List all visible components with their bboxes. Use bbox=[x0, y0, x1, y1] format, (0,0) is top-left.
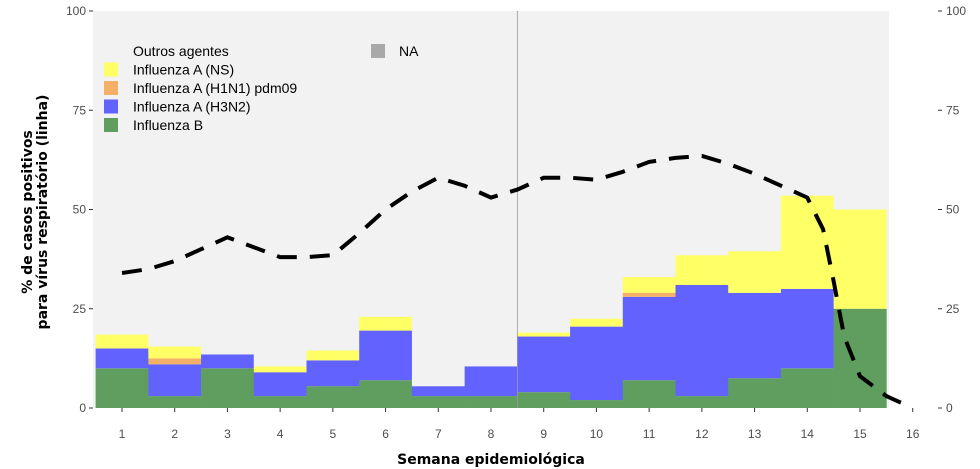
legend-label: Influenza A (H3N2) bbox=[133, 99, 251, 115]
y-axis-title-line1: % de casos positivos bbox=[20, 130, 36, 294]
x-tick-label: 8 bbox=[488, 427, 495, 441]
x-tick-label: 13 bbox=[748, 427, 762, 441]
bar-segment-influenza-a-h3n2--week-11 bbox=[622, 296, 676, 381]
legend-swatch bbox=[104, 81, 118, 95]
bar-segment-influenza-a-h3n2--week-6 bbox=[359, 330, 413, 381]
bar-segment-influenza-a-ns--week-5 bbox=[306, 350, 360, 361]
bar-segment-influenza-b-week-5 bbox=[306, 386, 360, 408]
x-tick-label: 11 bbox=[643, 427, 656, 441]
right-y-tick-label: 75 bbox=[946, 103, 960, 117]
x-tick-label: 14 bbox=[801, 427, 815, 441]
bar-segment-influenza-a-h3n2--week-3 bbox=[201, 354, 255, 369]
bar-segment-influenza-a-h3n2--week-8 bbox=[464, 366, 518, 397]
bar-segment-influenza-b-week-3 bbox=[201, 368, 255, 408]
legend-label: Influenza A (NS) bbox=[133, 62, 234, 78]
x-tick-label: 2 bbox=[171, 427, 178, 441]
x-tick-label: 10 bbox=[590, 427, 604, 441]
right-y-axis: 0 25 50 75 100 bbox=[938, 4, 966, 415]
legend-label-na: NA bbox=[399, 43, 419, 59]
bar-segment-outros-agentes-week-12 bbox=[675, 11, 729, 256]
bar-segment-influenza-a-ns--week-4 bbox=[253, 366, 307, 373]
x-tick-label: 15 bbox=[853, 427, 867, 441]
legend-label: Influenza B bbox=[133, 117, 203, 133]
legend-swatch bbox=[104, 99, 118, 114]
bar-segment-outros-agentes-week-15 bbox=[833, 11, 887, 210]
legend-swatch-na bbox=[371, 44, 385, 58]
bar-segment-influenza-b-week-2 bbox=[148, 396, 202, 408]
bar-segment-influenza-a-h3n2--week-10 bbox=[570, 326, 624, 401]
bar-segment-outros-agentes-week-10 bbox=[570, 11, 624, 319]
bar-segment-outros-agentes-week-11 bbox=[622, 11, 676, 277]
bar-segment-influenza-a-h1n1-pdm09-week-11 bbox=[622, 292, 676, 297]
x-tick-label: 1 bbox=[119, 427, 126, 441]
x-axis-title: Semana epidemiológica bbox=[397, 452, 585, 468]
x-tick-label: 16 bbox=[906, 427, 920, 441]
bar-segment-influenza-a-ns--week-6 bbox=[359, 316, 413, 331]
bar-segment-influenza-a-ns--week-15 bbox=[833, 209, 887, 309]
bar-segment-influenza-b-week-13 bbox=[728, 378, 782, 408]
bar-segment-influenza-a-ns--week-12 bbox=[675, 255, 729, 285]
bar-segment-influenza-a-h3n2--week-4 bbox=[253, 372, 307, 397]
bar-segment-influenza-a-ns--week-9 bbox=[517, 332, 571, 337]
bar-segment-influenza-b-week-1 bbox=[95, 368, 149, 408]
bar-segment-outros-agentes-week-8 bbox=[464, 11, 518, 367]
x-tick-label: 9 bbox=[540, 427, 547, 441]
bar-segment-influenza-a-h1n1-pdm09-week-2 bbox=[148, 358, 202, 365]
x-tick-label: 12 bbox=[695, 427, 709, 441]
bar-segment-influenza-b-week-12 bbox=[675, 396, 729, 408]
bar-segment-outros-agentes-week-14 bbox=[780, 11, 834, 196]
legend-label: Influenza A (H1N1) pdm09 bbox=[133, 80, 297, 96]
legend: Outros agentes Influenza A (NS) Influenza … bbox=[98, 37, 433, 147]
legend-swatch bbox=[104, 62, 118, 77]
right-y-tick-label: 100 bbox=[946, 4, 966, 18]
x-axis: 1 2 3 4 5 6 7 8 9 10 11 12 13 14 15 16 bbox=[119, 408, 920, 441]
right-y-tick-label: 25 bbox=[946, 302, 960, 316]
bar-segment-influenza-a-ns--week-14 bbox=[780, 195, 834, 289]
bar-segment-influenza-b-week-7 bbox=[411, 396, 465, 408]
x-tick-label: 3 bbox=[224, 427, 231, 441]
bar-segment-influenza-a-h3n2--week-12 bbox=[675, 284, 729, 397]
left-y-tick-label: 25 bbox=[73, 302, 87, 316]
bar-segment-influenza-b-week-11 bbox=[622, 380, 676, 408]
bar-segment-influenza-a-h3n2--week-7 bbox=[411, 386, 465, 397]
legend-swatch bbox=[104, 118, 118, 132]
legend-swatch bbox=[104, 44, 118, 58]
bar-segment-influenza-a-ns--week-11 bbox=[622, 276, 676, 293]
left-y-axis: 0 25 50 75 100 bbox=[66, 4, 93, 415]
bar-segment-influenza-b-week-10 bbox=[570, 400, 624, 408]
right-y-tick-label: 0 bbox=[946, 401, 953, 415]
bar-segment-influenza-b-week-8 bbox=[464, 396, 518, 408]
bar-segment-influenza-a-ns--week-10 bbox=[570, 318, 624, 327]
legend-label: Outros agentes bbox=[133, 43, 229, 59]
x-tick-label: 5 bbox=[330, 427, 337, 441]
y-axis-title: % de casos positivos para vírus respirat… bbox=[20, 95, 51, 330]
y-axis-title-line2: para vírus respiratório (linha) bbox=[35, 95, 51, 330]
right-y-tick-label: 50 bbox=[946, 203, 960, 217]
bar-segment-influenza-b-week-4 bbox=[253, 396, 307, 408]
bar-segment-influenza-a-h3n2--week-14 bbox=[780, 288, 834, 369]
x-tick-label: 6 bbox=[382, 427, 389, 441]
bar-segment-influenza-a-h3n2--week-5 bbox=[306, 360, 360, 387]
bar-segment-influenza-a-h3n2--week-2 bbox=[148, 364, 202, 397]
positive-cases-dashed-line bbox=[121, 153, 914, 410]
left-y-tick-label: 75 bbox=[73, 103, 87, 117]
bar-segment-influenza-b-week-14 bbox=[780, 368, 834, 408]
x-tick-label: 4 bbox=[277, 427, 284, 441]
bar-segment-outros-agentes-week-13 bbox=[728, 11, 782, 252]
bar-segment-influenza-a-h3n2--week-9 bbox=[517, 336, 571, 393]
bar-segment-outros-agentes-week-9 bbox=[517, 11, 571, 333]
left-y-tick-label: 50 bbox=[73, 203, 87, 217]
bar-segment-influenza-b-week-9 bbox=[517, 392, 571, 408]
left-y-tick-label: 0 bbox=[79, 401, 86, 415]
left-y-tick-label: 100 bbox=[66, 4, 86, 18]
bar-segment-influenza-a-h3n2--week-1 bbox=[95, 348, 149, 369]
bar-segment-influenza-a-ns--week-2 bbox=[148, 346, 202, 359]
bar-segment-influenza-a-ns--week-13 bbox=[728, 251, 782, 293]
bar-segment-influenza-a-ns--week-1 bbox=[95, 334, 149, 349]
bar-segment-influenza-a-h3n2--week-13 bbox=[728, 292, 782, 379]
x-tick-label: 7 bbox=[435, 427, 442, 441]
bar-segment-influenza-b-week-6 bbox=[359, 380, 413, 408]
